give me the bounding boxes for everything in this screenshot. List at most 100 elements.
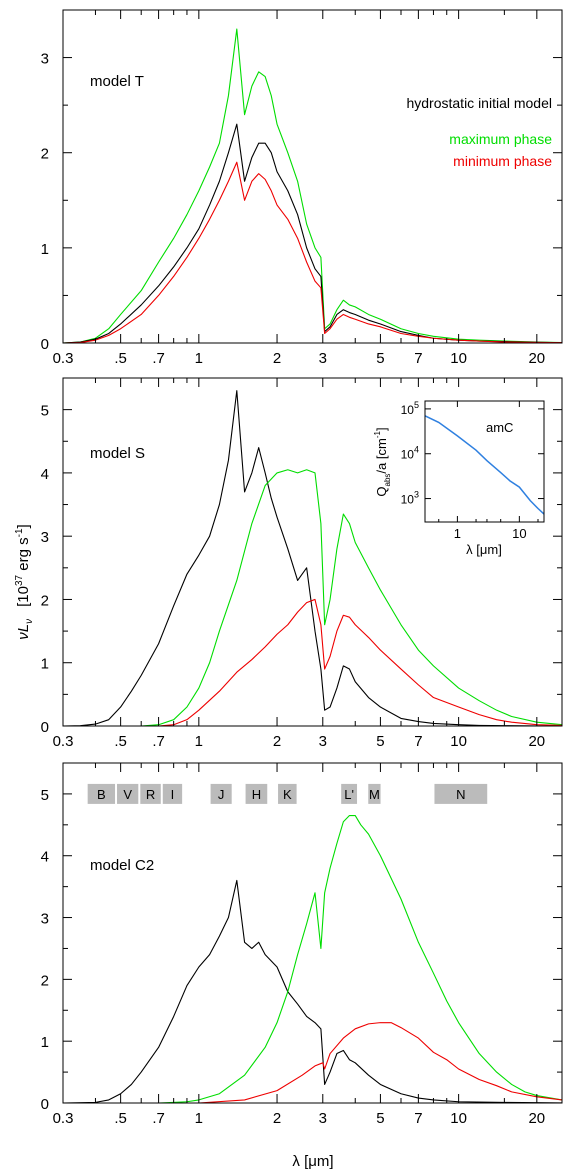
y-tick-label: 1 xyxy=(41,656,49,673)
y-tick-label: 0 xyxy=(41,336,49,353)
filter-band-label: M xyxy=(369,787,380,802)
panel-model-T: 0.3 .5 .7 1 2 3 5 7 10 20 0 1 2 3 model T hydrostatic i… xyxy=(41,9,563,367)
inset-y-tick-exponent: 3 xyxy=(414,490,419,500)
y-tick-label: 2 xyxy=(41,972,49,989)
y-tick-label: 5 xyxy=(41,403,49,420)
x-tick-label: 10 xyxy=(450,1110,467,1127)
inset-y-axis-label: Qabs/a [cm-1] xyxy=(373,427,392,496)
x-tick-label: 7 xyxy=(414,350,422,367)
y-tick-label: 3 xyxy=(41,911,49,928)
x-tick-label: .7 xyxy=(152,733,165,750)
series-line xyxy=(63,815,563,1104)
x-tick-label: .5 xyxy=(114,733,127,750)
y-tick-label: 2 xyxy=(41,146,49,163)
filter-band xyxy=(278,783,297,804)
x-tick-label: 20 xyxy=(528,733,545,750)
y-tick-label: 0 xyxy=(41,719,49,736)
filter-band xyxy=(245,783,268,804)
series-line xyxy=(62,161,563,344)
y-axis-label-unit-rest: erg s xyxy=(15,537,32,575)
series-line xyxy=(63,469,563,727)
legend-entry: maximum phase xyxy=(449,131,552,147)
y-tick-label: 1 xyxy=(41,241,49,258)
y-axis-label-main: νL xyxy=(15,624,32,640)
plot-frame xyxy=(62,377,563,727)
inset-y-tick-label: 105 xyxy=(401,400,419,417)
inset-y-tick-base: 10 xyxy=(401,403,415,417)
y-tick-label: 4 xyxy=(41,849,49,866)
plot-frame xyxy=(62,9,563,344)
inset-y-axis-label-part: -1 xyxy=(373,430,382,438)
y-tick-label: 4 xyxy=(41,466,49,483)
x-tick-label: .5 xyxy=(114,350,127,367)
x-tick-label: 2 xyxy=(273,733,281,750)
filter-band-label: B xyxy=(97,787,106,802)
x-tick-label: 3 xyxy=(319,733,327,750)
filter-band xyxy=(162,783,183,804)
y-tick-label: 3 xyxy=(41,51,49,68)
filter-band-label: I xyxy=(171,787,175,802)
x-tick-label: 5 xyxy=(376,733,384,750)
filter-band xyxy=(434,783,488,804)
x-tick-label: 1 xyxy=(195,1110,203,1127)
y-axis-label: νLν [1037 erg s-1] xyxy=(14,524,35,639)
x-tick-label: 10 xyxy=(450,733,467,750)
x-tick-label: 2 xyxy=(273,350,281,367)
inset-y-axis-label-part: /a [cm xyxy=(374,438,389,473)
inset-x-axis-label: λ [μm] xyxy=(466,542,502,557)
panel-model-C2: B V R I J H K L' M N 0.3 .5 .7 1 2 3 5 7 10 20 0 1 2 3 4 5 model C… xyxy=(41,762,563,1127)
x-tick-label: 20 xyxy=(528,350,545,367)
series-line xyxy=(62,28,563,344)
series-line xyxy=(62,390,563,727)
inset-frame xyxy=(424,400,545,523)
x-tick-label: .5 xyxy=(114,1110,127,1127)
x-tick-label: 7 xyxy=(414,733,422,750)
series-line xyxy=(62,123,563,344)
x-tick-label: 0.3 xyxy=(53,350,74,367)
filter-band-label: N xyxy=(456,787,465,802)
y-tick-label: 2 xyxy=(41,592,49,609)
y-axis-label-exponent: 37 xyxy=(14,574,25,586)
filter-band-label: J xyxy=(218,787,225,802)
series-line xyxy=(63,1022,563,1104)
y-tick-label: 0 xyxy=(41,1096,49,1113)
model-label: model S xyxy=(90,445,145,462)
filter-band-label: K xyxy=(283,787,292,802)
inset-y-tick-exponent: 4 xyxy=(414,445,419,455)
x-tick-label: .7 xyxy=(152,350,165,367)
inset-background xyxy=(425,401,544,522)
y-tick-label: 5 xyxy=(41,787,49,804)
x-axis-label: λ [μm] xyxy=(292,1153,333,1170)
inset-y-axis-label-part: abs xyxy=(383,474,392,487)
inset-y-axis-label-part: Q xyxy=(374,486,389,496)
x-tick-label: 20 xyxy=(528,1110,545,1127)
y-axis-label-unit-exponent: -1 xyxy=(14,528,25,537)
filter-band-label: V xyxy=(123,787,132,802)
filter-band xyxy=(117,783,139,804)
y-axis-label-close: ] xyxy=(15,524,32,528)
filter-band-label: R xyxy=(146,787,155,802)
y-axis-label-unit: [10 xyxy=(15,586,32,607)
x-tick-label: .7 xyxy=(152,1110,165,1127)
legend-entry: hydrostatic initial model xyxy=(406,95,552,111)
inset-y-axis-label-part: ] xyxy=(374,427,389,431)
x-tick-label: 10 xyxy=(450,350,467,367)
model-label: model C2 xyxy=(90,857,154,874)
plot-frame xyxy=(62,762,563,1104)
inset-y-tick-base: 10 xyxy=(401,448,415,462)
inset-x-tick-label: 10 xyxy=(512,526,526,541)
inset-y-tick-exponent: 5 xyxy=(414,400,419,410)
x-tick-label: 2 xyxy=(273,1110,281,1127)
inset-y-tick-label: 104 xyxy=(401,445,419,462)
filter-band xyxy=(210,783,232,804)
x-tick-label: 0.3 xyxy=(53,1110,74,1127)
model-label: model T xyxy=(90,73,144,90)
filter-band xyxy=(140,783,161,804)
inset-series-line xyxy=(424,415,545,515)
inset-x-tick-label: 1 xyxy=(454,526,461,541)
x-tick-label: 3 xyxy=(319,350,327,367)
filter-band xyxy=(341,783,358,804)
